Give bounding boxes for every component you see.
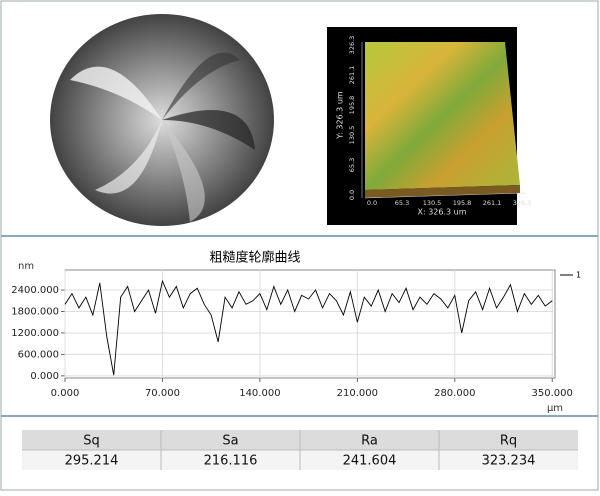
y-tick-label: 1800.000 xyxy=(11,306,59,317)
x-tick-label: 70.000 xyxy=(145,388,180,399)
surface-image: X: 326.3 um xyxy=(327,27,526,225)
x-tick-label: 210.000 xyxy=(337,388,378,399)
y-unit: nm xyxy=(18,261,34,272)
x-tick-label: 350.000 xyxy=(532,388,573,399)
surface-y-tick: 261.1 xyxy=(348,66,356,85)
surface-x-tick: 195.8 xyxy=(453,199,472,207)
surface-x-tick: 261.1 xyxy=(483,199,502,207)
surface-x-tick: 326.3 xyxy=(513,199,532,207)
table-cell: 295.214 xyxy=(65,454,119,469)
y-tick-label: 600.000 xyxy=(18,349,59,360)
surface-y-tick: 326.3 xyxy=(348,36,356,55)
y-tick-label: 2400.000 xyxy=(11,285,59,296)
table-cell: 323.234 xyxy=(482,454,536,469)
axis-label: X: 326.3 um xyxy=(417,208,466,217)
y-tick-label: 1200.000 xyxy=(11,328,59,339)
surface-y-label: Y: 326.3 um xyxy=(336,91,345,140)
table-header: Ra xyxy=(361,434,378,449)
plot-area xyxy=(64,269,556,379)
surface-y-tick: 65.3 xyxy=(348,158,356,172)
table-header: Sq xyxy=(83,434,100,449)
surface-x-tick: 130.5 xyxy=(423,199,442,207)
x-tick-label: 0.000 xyxy=(51,388,80,399)
disc-photo xyxy=(50,14,274,226)
surface-y-tick: 0.0 xyxy=(348,190,356,200)
table-header: Rq xyxy=(500,434,517,449)
table-cell: 241.604 xyxy=(343,454,397,469)
x-unit: μm xyxy=(547,403,563,414)
table-cell: 216.116 xyxy=(204,454,258,469)
line-series xyxy=(64,279,553,376)
surface-x-tick: 0.0 xyxy=(367,199,377,207)
surface-x-tick: 65.3 xyxy=(395,199,409,207)
table-header: Sa xyxy=(222,434,238,449)
x-tick-label: 280.000 xyxy=(434,388,475,399)
surface-y-tick: 130.5 xyxy=(348,126,356,145)
surface-y-tick: 195.8 xyxy=(348,96,356,115)
x-tick-label: 140.000 xyxy=(239,388,280,399)
y-tick-label: 0.000 xyxy=(30,371,59,382)
chart-title: 粗糙度轮廓曲线 xyxy=(209,250,300,266)
legend-label: 1 xyxy=(576,271,581,280)
table: Sq Sa Ra Rq 295.214 216.116 241.604 323.234 xyxy=(22,430,578,470)
